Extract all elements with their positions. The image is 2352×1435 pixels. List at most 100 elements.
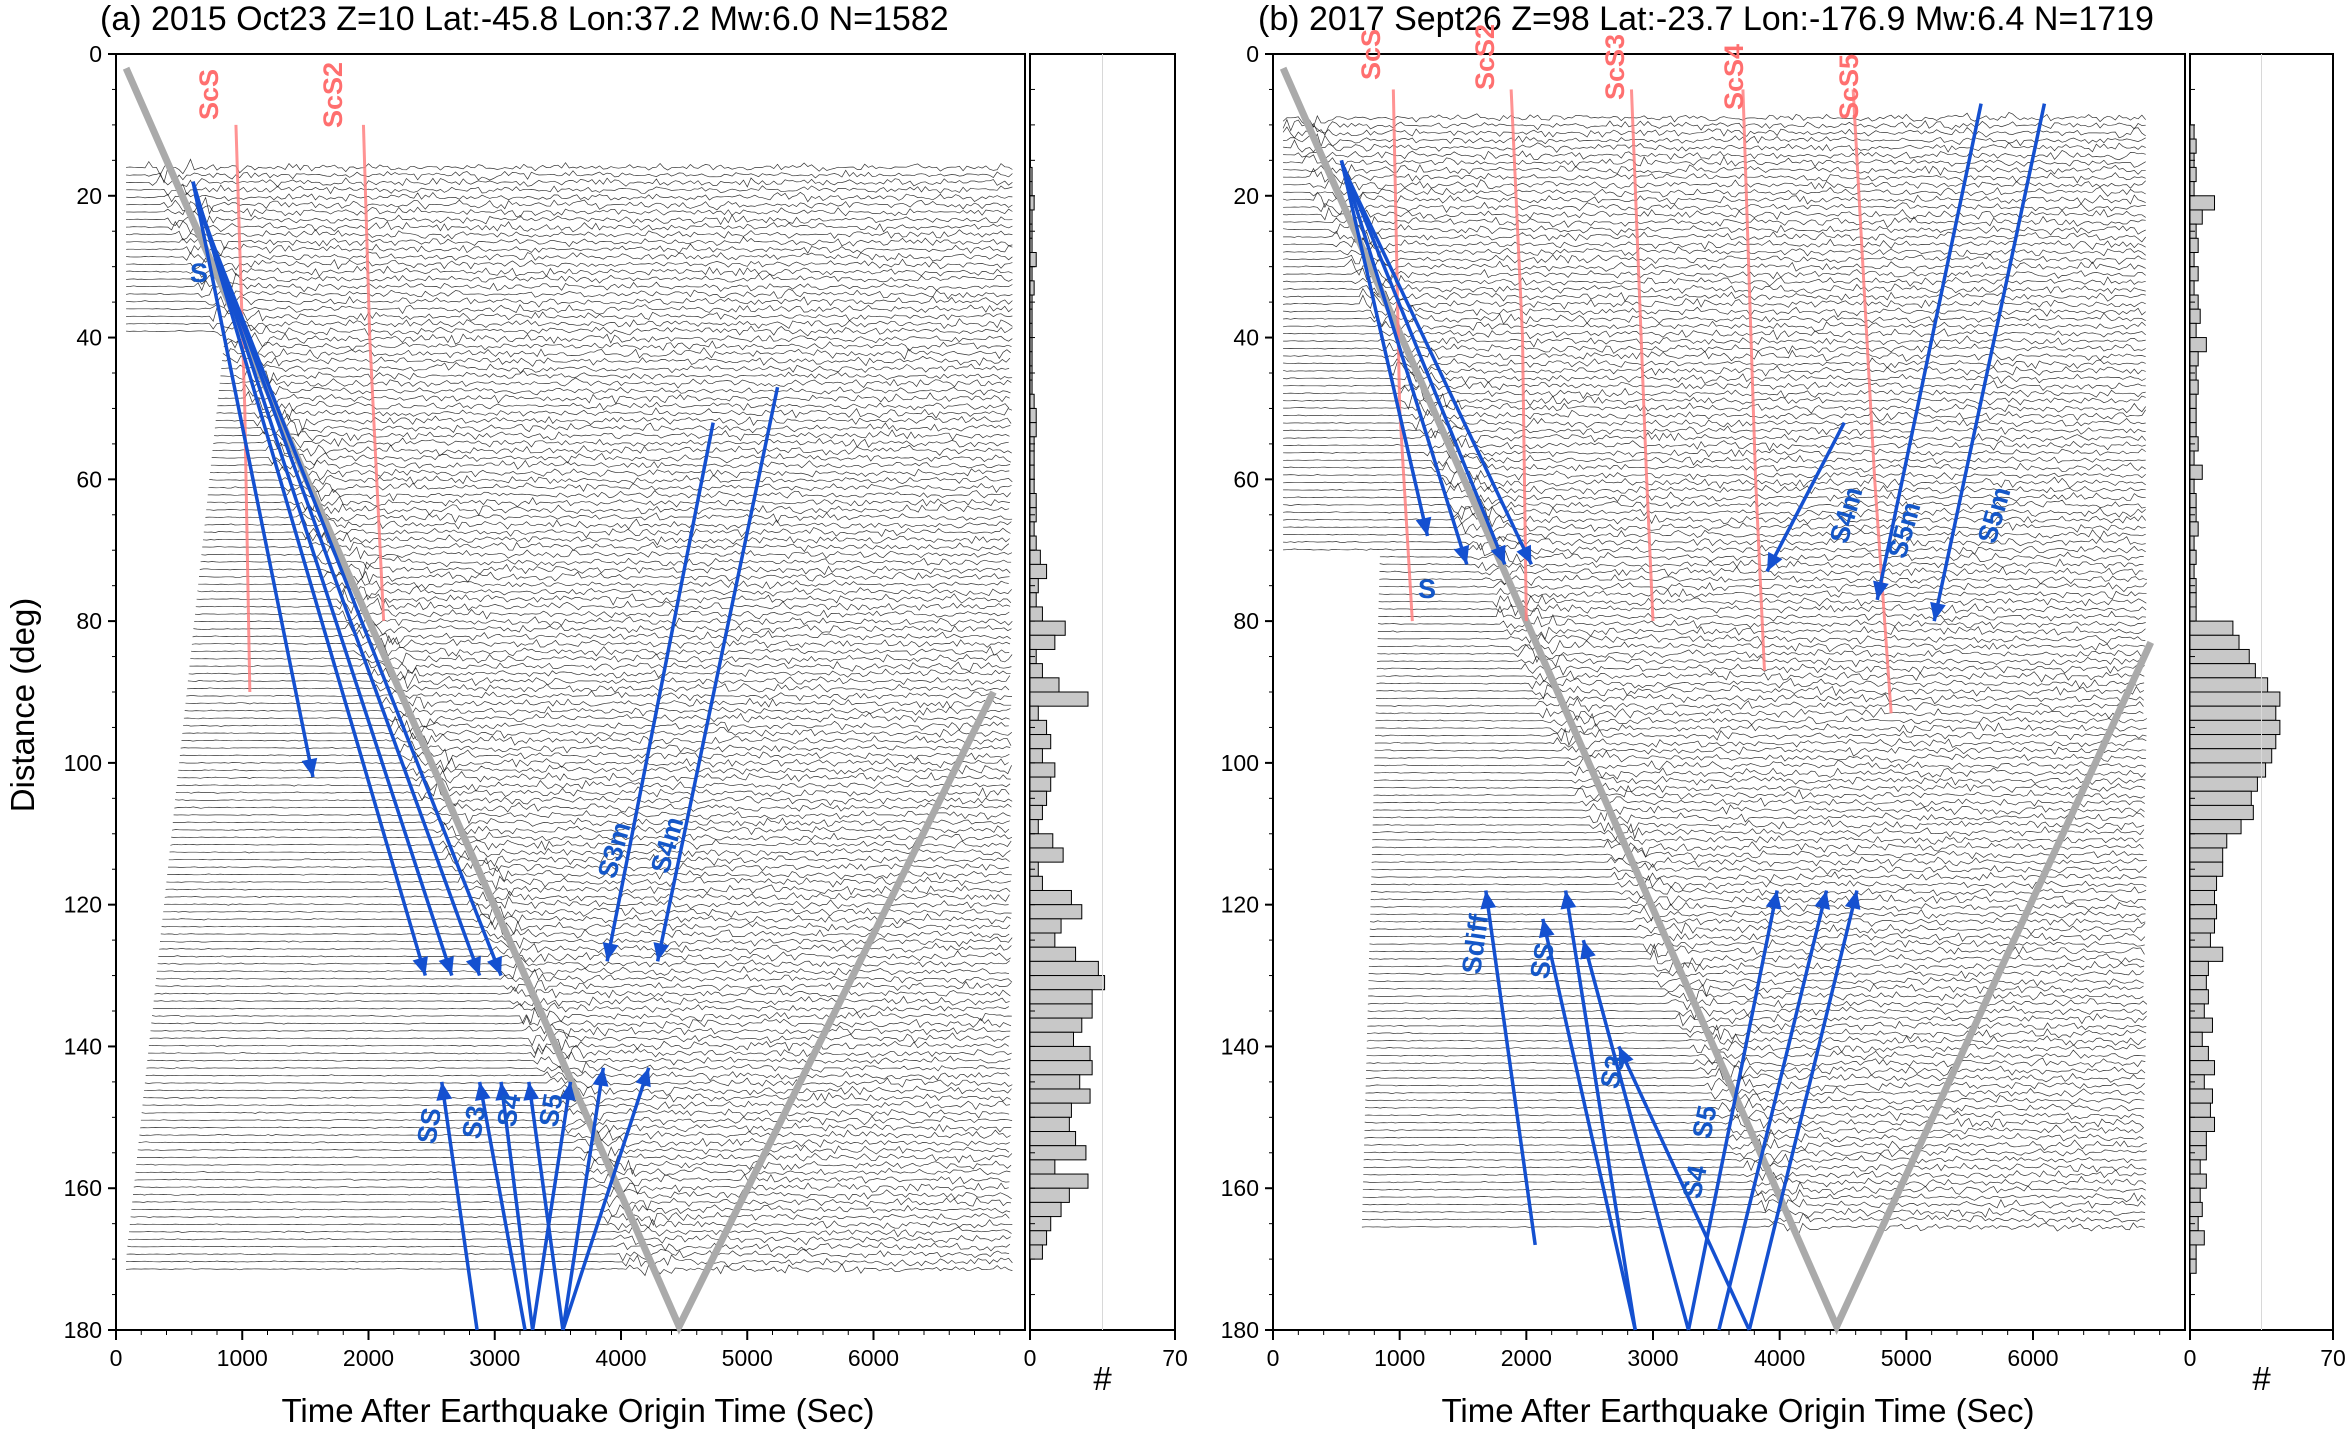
seismic-trace <box>1374 750 2146 764</box>
panel-b-x-axis-label: Time After Earthquake Origin Time (Sec) <box>1442 1392 2035 1429</box>
histogram-bar <box>1029 1031 1074 1047</box>
seismic-trace <box>1379 580 2147 593</box>
seismic-trace <box>1283 468 2146 485</box>
seismic-trace <box>170 838 1012 851</box>
histogram-bar <box>1029 166 1033 183</box>
seismic-trace <box>1376 692 2144 705</box>
y-axis-label: Distance (deg) <box>4 598 41 813</box>
traces <box>126 158 1013 1277</box>
histogram-bar <box>2189 719 2281 736</box>
histogram-bar <box>1029 833 1054 849</box>
histogram-bar <box>1029 1045 1091 1062</box>
histogram-bar <box>2189 351 2199 367</box>
histogram-bar <box>1029 280 1035 296</box>
phase-label: S5m <box>1882 499 1927 562</box>
seismic-trace <box>162 913 1011 926</box>
seismic-trace <box>165 884 1011 897</box>
seismic-trace <box>1375 697 2144 713</box>
red-phase-label: ScS4 <box>1719 44 1749 110</box>
seismic-trace <box>1379 558 2144 572</box>
histogram-bar <box>1029 847 1064 863</box>
seismic-trace <box>1372 839 2144 858</box>
seismic-trace <box>126 303 1013 315</box>
x-tick-label: 6000 <box>848 1345 899 1371</box>
phase-label: S <box>1418 574 1436 604</box>
histogram-bar <box>1029 1159 1056 1175</box>
blue-arrow-head <box>301 757 318 778</box>
seismic-trace <box>132 1186 1012 1201</box>
seismic-trace <box>1283 154 2146 168</box>
seismic-trace <box>1379 574 2147 586</box>
histogram-bar <box>1029 209 1033 225</box>
histogram-bar <box>1029 379 1033 395</box>
seismic-trace <box>207 488 1011 502</box>
seismic-trace <box>1283 541 2146 557</box>
histogram-bar <box>2189 677 2269 693</box>
blue-arrow <box>191 181 315 778</box>
histogram-bar <box>2189 592 2197 608</box>
blue-arrow-head <box>1767 551 1783 572</box>
seismic-trace <box>1283 282 2146 296</box>
seismic-trace <box>130 1211 1010 1227</box>
seismic-trace <box>126 166 1013 184</box>
histogram-bar <box>1029 804 1043 821</box>
panel-a-x-axis-label: Time After Earthquake Origin Time (Sec) <box>282 1392 875 1429</box>
panel-b-title: (b) 2017 Sept26 Z=98 Lat:-23.7 Lon:-176.… <box>1258 0 2154 38</box>
seismic-trace <box>157 956 1011 969</box>
histogram-bar <box>1029 734 1052 750</box>
blue-arrow <box>1344 173 1533 566</box>
seismic-trace <box>164 890 1010 903</box>
seismic-trace <box>214 420 1011 438</box>
seismic-trace <box>1283 498 2146 514</box>
histogram-x-label: # <box>1093 1360 1112 1397</box>
seismic-trace <box>1283 206 2146 224</box>
seismic-trace <box>221 362 1010 374</box>
seismic-trace <box>1283 318 2146 332</box>
histogram-bar <box>2189 904 2218 920</box>
seismic-trace <box>126 306 1013 322</box>
histogram-bar <box>1029 889 1072 906</box>
histogram-bar <box>1029 478 1035 495</box>
seismic-trace <box>1283 529 2146 543</box>
blue-arrow <box>1541 918 1637 1331</box>
histogram-bar <box>1029 1003 1093 1019</box>
seismic-trace <box>1369 943 2145 958</box>
seismic-trace <box>147 1051 1012 1069</box>
y-tick-label: 120 <box>64 892 102 918</box>
blue-arrow <box>1717 890 1829 1331</box>
seismic-trace <box>1283 133 2146 148</box>
blue-arrow <box>561 1067 606 1331</box>
histogram-bar <box>2189 634 2240 650</box>
histogram-bar <box>2189 393 2197 409</box>
seismic-trace <box>209 474 1013 487</box>
seismic-trace <box>166 873 1012 891</box>
seismic-trace <box>188 667 1011 681</box>
phase-label: S5 <box>1687 1103 1723 1142</box>
seismic-trace <box>1283 474 2146 491</box>
seismic-trace <box>1283 536 2146 551</box>
histogram-bar <box>2189 521 2199 537</box>
histogram-bar <box>1029 1116 1070 1133</box>
x-tick-label: 3000 <box>469 1345 520 1371</box>
blue-arrow-head <box>487 955 502 976</box>
seismic-trace <box>126 191 1013 203</box>
y-tick-label: 0 <box>1246 41 1259 67</box>
blue-arrow <box>191 181 427 977</box>
seismic-trace <box>1283 437 2146 452</box>
histogram-bar <box>1029 1088 1091 1104</box>
seismic-trace <box>1365 1075 2145 1097</box>
blue-arrow <box>1563 890 1637 1331</box>
seismic-trace <box>193 622 1012 636</box>
phase-label: S3 <box>456 1103 491 1141</box>
seismic-trace <box>1367 1024 2147 1041</box>
seismic-trace <box>1371 871 2147 883</box>
blue-arrow <box>193 195 482 977</box>
histogram-bar <box>1029 1173 1089 1189</box>
seismic-trace <box>185 696 1012 710</box>
seismic-trace <box>1375 727 2147 747</box>
histogram-bar <box>2189 195 2216 211</box>
histogram-bar <box>2189 734 2277 750</box>
blue-arrow-head <box>1618 1046 1634 1067</box>
seismic-trace <box>1362 1206 2146 1219</box>
histogram-bar <box>2189 138 2197 154</box>
